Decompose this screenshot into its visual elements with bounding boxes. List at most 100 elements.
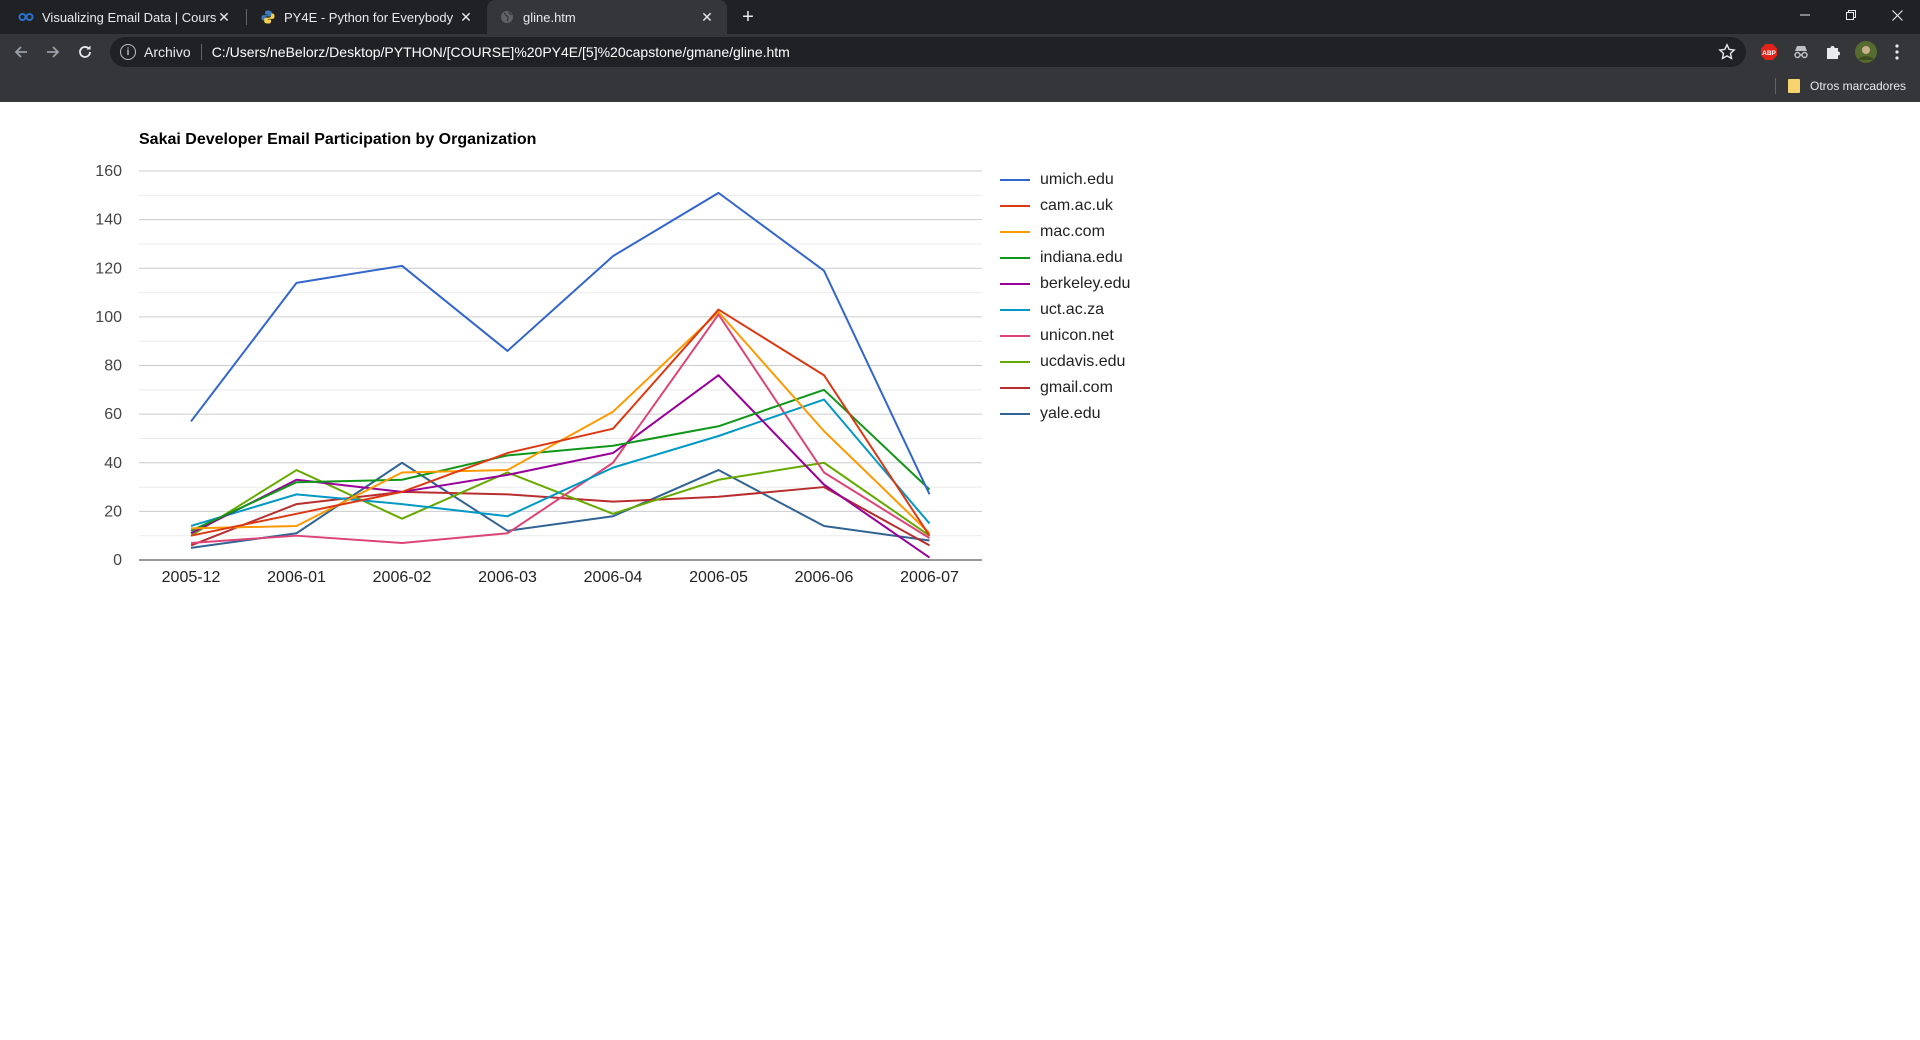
x-axis-ticks: 2005-12 2006-01 2006-02 2006-03 2006-04 2006-…: [162, 569, 959, 586]
legend-swatch: [1000, 335, 1030, 337]
series-line-uct-ac-za[interactable]: [190, 398, 931, 527]
reload-button[interactable]: [71, 38, 99, 66]
close-tab-icon[interactable]: ✕: [460, 8, 472, 25]
y-tick-label: 60: [104, 406, 122, 423]
chart-gridlines: [139, 170, 982, 561]
tab-title: PY4E - Python for Everybody: [284, 9, 454, 25]
site-info-icon[interactable]: i: [120, 44, 136, 60]
scheme-label: Archivo: [144, 44, 191, 60]
address-divider: [200, 44, 202, 60]
tab-py4e[interactable]: PY4E - Python for Everybody ✕: [248, 0, 486, 34]
legend-item[interactable]: mac.com: [1000, 222, 1105, 242]
chart-series: [190, 191, 931, 559]
y-tick-label: 0: [113, 552, 122, 569]
browser-menu-icon[interactable]: [1888, 43, 1906, 61]
legend-swatch: [1000, 205, 1030, 207]
tab-coursera[interactable]: Visualizing Email Data | Coursera ✕: [6, 0, 244, 34]
bookmark-star-icon[interactable]: [1718, 43, 1736, 61]
back-arrow-icon: [14, 46, 27, 58]
new-tab-button[interactable]: +: [742, 5, 754, 28]
minimize-window-button[interactable]: [1782, 0, 1828, 30]
legend-label: berkeley.edu: [1040, 275, 1131, 292]
legend-item[interactable]: cam.ac.uk: [1000, 196, 1113, 216]
url-text[interactable]: C:/Users/neBelorz/Desktop/PYTHON/[COURSE…: [211, 44, 790, 60]
y-tick-label: 120: [95, 260, 122, 277]
y-tick-label: 80: [104, 358, 122, 375]
y-tick-label: 20: [104, 503, 122, 520]
close-icon: [1891, 9, 1903, 21]
tab-strip: Visualizing Email Data | Coursera ✕ PY4E…: [0, 0, 1920, 34]
extensions-puzzle-icon[interactable]: [1824, 43, 1842, 61]
restore-window-button[interactable]: [1828, 0, 1874, 30]
profile-avatar-icon[interactable]: [1855, 41, 1877, 63]
x-tick-label: 2005-12: [162, 569, 221, 586]
forward-arrow-icon: [47, 46, 60, 58]
close-tab-icon[interactable]: ✕: [701, 8, 713, 25]
series-line-ucdavis-edu[interactable]: [190, 461, 931, 537]
x-tick-label: 2006-07: [900, 569, 959, 586]
tab-divider: [246, 9, 247, 25]
tab-title: Visualizing Email Data | Coursera: [42, 9, 216, 25]
restore-icon: [1846, 10, 1856, 20]
x-tick-label: 2006-01: [267, 569, 326, 586]
legend-item[interactable]: unicon.net: [1000, 326, 1114, 346]
legend-label: unicon.net: [1040, 327, 1114, 344]
reload-icon: [79, 45, 91, 58]
folder-icon: [1788, 79, 1800, 93]
legend-item[interactable]: indiana.edu: [1000, 248, 1123, 268]
legend-item[interactable]: gmail.com: [1000, 378, 1113, 398]
x-tick-label: 2006-04: [584, 569, 643, 586]
x-tick-label: 2006-03: [478, 569, 537, 586]
legend-item[interactable]: yale.edu: [1000, 404, 1101, 424]
abp-badge-text: ABP: [1762, 50, 1776, 57]
legend-swatch: [1000, 309, 1030, 311]
x-tick-label: 2006-02: [373, 569, 432, 586]
legend-label: uct.ac.za: [1040, 301, 1105, 318]
legend-swatch: [1000, 179, 1030, 181]
y-tick-label: 40: [104, 455, 122, 472]
series-line-cam-ac-uk[interactable]: [190, 308, 931, 537]
y-axis-ticks: 0 20 40 60 80 100 120 140 160: [95, 163, 122, 569]
legend-label: indiana.edu: [1040, 249, 1123, 266]
close-window-button[interactable]: [1874, 0, 1920, 30]
back-button[interactable]: [7, 38, 35, 66]
line-chart: 0 20 40 60 80 100 120 140 160 2005-12 2006-01 2006…: [95, 163, 982, 586]
legend-item[interactable]: uct.ac.za: [1000, 300, 1104, 320]
series-line-mac-com[interactable]: [190, 311, 931, 534]
y-tick-label: 140: [95, 212, 122, 229]
other-bookmarks-button[interactable]: Otros marcadores: [1788, 76, 1906, 96]
tab-gline[interactable]: gline.htm ✕: [487, 0, 727, 34]
minimize-icon: [1800, 14, 1810, 16]
legend-swatch: [1000, 387, 1030, 389]
legend-label: gmail.com: [1040, 379, 1113, 396]
globe-icon: [499, 9, 515, 25]
y-tick-label: 100: [95, 309, 122, 326]
bookmarks-divider: [1775, 78, 1776, 94]
legend-item[interactable]: umich.edu: [1000, 170, 1114, 190]
address-bar[interactable]: i Archivo C:/Users/neBelorz/Desktop/PYTH…: [110, 37, 1746, 67]
x-tick-label: 2006-05: [689, 569, 748, 586]
legend-label: mac.com: [1040, 223, 1105, 240]
tab-title: gline.htm: [523, 9, 576, 25]
forward-button[interactable]: [39, 38, 67, 66]
legend-item[interactable]: ucdavis.edu: [1000, 352, 1125, 372]
legend-swatch: [1000, 283, 1030, 285]
legend-swatch: [1000, 231, 1030, 233]
legend-swatch: [1000, 361, 1030, 363]
series-line-umich-edu[interactable]: [190, 191, 931, 495]
legend-label: cam.ac.uk: [1040, 197, 1113, 214]
chart-title: Sakai Developer Email Participation by O…: [139, 131, 537, 148]
legend-swatch: [1000, 413, 1030, 415]
browser-toolbar: i Archivo C:/Users/neBelorz/Desktop/PYTH…: [0, 34, 1920, 70]
incognito-extension-icon[interactable]: [1792, 43, 1810, 61]
series-line-indiana-edu[interactable]: [190, 388, 931, 532]
adblock-plus-icon[interactable]: ABP: [1760, 43, 1778, 61]
series-line-yale-edu[interactable]: [190, 461, 930, 549]
close-tab-icon[interactable]: ✕: [218, 8, 230, 25]
bookmarks-bar: Otros marcadores: [0, 70, 1920, 102]
legend-label: ucdavis.edu: [1040, 353, 1126, 370]
legend-item[interactable]: berkeley.edu: [1000, 274, 1130, 294]
series-line-unicon-net[interactable]: [190, 313, 931, 544]
y-tick-label: 160: [95, 163, 122, 180]
legend-swatch: [1000, 257, 1030, 259]
